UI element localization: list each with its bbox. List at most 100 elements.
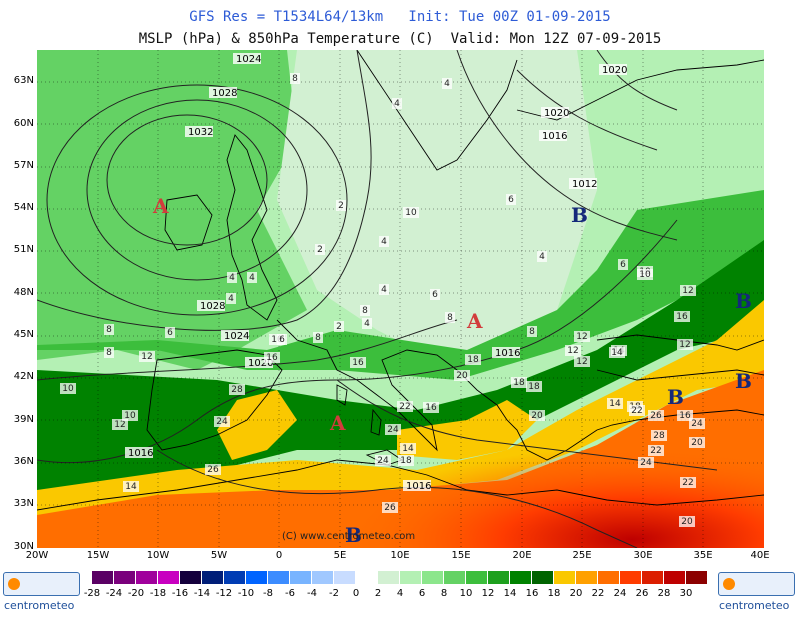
temperature-label: 14 bbox=[400, 443, 416, 454]
svg-text:4: 4 bbox=[229, 273, 235, 283]
legend-swatch bbox=[180, 571, 202, 584]
legend-swatch bbox=[246, 571, 268, 584]
svg-text:24: 24 bbox=[691, 419, 703, 429]
temperature-label: 26 bbox=[648, 410, 664, 421]
svg-text:8: 8 bbox=[447, 313, 453, 323]
temperature-label: 20 bbox=[679, 516, 695, 527]
longitude-label: 20E bbox=[512, 550, 532, 561]
svg-text:6: 6 bbox=[167, 328, 173, 338]
latitude-label: 42N bbox=[13, 371, 34, 382]
temperature-label: 4 bbox=[379, 236, 389, 247]
svg-text:16: 16 bbox=[676, 312, 688, 322]
isobar-label: 1028 bbox=[212, 88, 237, 99]
temperature-label: 10 bbox=[60, 383, 76, 394]
svg-text:14: 14 bbox=[125, 482, 137, 492]
temperature-label: 24 bbox=[375, 455, 391, 466]
legend-swatch bbox=[510, 571, 532, 584]
legend-swatch bbox=[444, 571, 466, 584]
svg-text:20: 20 bbox=[681, 517, 693, 527]
svg-text:14: 14 bbox=[611, 348, 623, 358]
svg-text:4: 4 bbox=[444, 79, 450, 89]
svg-text:28: 28 bbox=[653, 431, 665, 441]
low-pressure-marker: B bbox=[345, 523, 362, 547]
logo-icon bbox=[723, 578, 735, 590]
temperature-label: 6 bbox=[430, 289, 440, 300]
temperature-label: 16 bbox=[674, 311, 690, 322]
temperature-label: 4 bbox=[227, 272, 237, 283]
temperature-label: 4 bbox=[379, 284, 389, 295]
longitude-label: 35E bbox=[693, 550, 713, 561]
longitude-label: 25E bbox=[572, 550, 592, 561]
svg-text:12: 12 bbox=[567, 346, 578, 356]
temperature-label: 8 bbox=[360, 305, 370, 316]
temperature-label: 10 bbox=[637, 269, 653, 280]
legend-tick-label: -10 bbox=[237, 588, 255, 599]
svg-text:2: 2 bbox=[317, 245, 323, 255]
temperature-band-hot bbox=[237, 380, 764, 548]
svg-text:8: 8 bbox=[529, 327, 535, 337]
legend-tick-label: 18 bbox=[547, 588, 561, 599]
temperature-label: 20 bbox=[454, 370, 470, 381]
latitude-label: 57N bbox=[13, 160, 34, 171]
legend-swatch bbox=[488, 571, 510, 584]
svg-text:14: 14 bbox=[402, 444, 414, 454]
svg-text:26: 26 bbox=[650, 411, 662, 421]
low-pressure-marker: B bbox=[571, 203, 588, 227]
temperature-label: 8 bbox=[290, 73, 300, 84]
temperature-label: 4 bbox=[226, 293, 236, 304]
svg-text:14: 14 bbox=[609, 399, 621, 409]
high-pressure-marker: A bbox=[329, 411, 346, 435]
svg-text:26: 26 bbox=[384, 503, 396, 513]
latitude-label: 30N bbox=[13, 541, 34, 552]
temperature-label: 10 bbox=[403, 207, 419, 218]
latitude-label: 39N bbox=[13, 414, 34, 425]
logo-text: centrometeo bbox=[719, 599, 790, 612]
svg-text:12: 12 bbox=[141, 352, 152, 362]
isobar-label: 1020 bbox=[248, 358, 273, 369]
map-subtitle: MSLP (hPa) & 850hPa Temperature (C) Vali… bbox=[138, 31, 662, 47]
svg-text:20: 20 bbox=[691, 438, 703, 448]
svg-text:16: 16 bbox=[266, 353, 278, 363]
svg-text:8: 8 bbox=[315, 333, 321, 343]
temperature-label: 2 bbox=[334, 321, 344, 332]
legend-swatch bbox=[202, 571, 224, 584]
longitude-label: 20W bbox=[25, 550, 49, 561]
temperature-label: 16 bbox=[350, 357, 366, 368]
svg-text:12: 12 bbox=[679, 340, 690, 350]
temperature-label: 14 bbox=[609, 347, 625, 358]
legend-tick-label: 8 bbox=[440, 588, 448, 599]
legend-swatch bbox=[686, 571, 708, 584]
legend-swatch bbox=[136, 571, 158, 584]
temperature-label: 18 bbox=[511, 377, 527, 388]
temperature-label: 12 bbox=[677, 339, 693, 350]
svg-text:18: 18 bbox=[400, 456, 412, 466]
legend-swatch bbox=[598, 571, 620, 584]
isobar-label: 1016 bbox=[495, 348, 520, 359]
legend-tick-label: 14 bbox=[503, 588, 517, 599]
svg-text:22: 22 bbox=[650, 446, 661, 456]
high-pressure-marker: A bbox=[466, 309, 483, 333]
svg-text:10: 10 bbox=[124, 411, 136, 421]
legend-tick-label: -24 bbox=[105, 588, 123, 599]
legend-tick-label: -6 bbox=[285, 588, 295, 599]
legend-tick-label: 24 bbox=[613, 588, 627, 599]
temperature-label: 24 bbox=[385, 424, 401, 435]
legend-swatch bbox=[334, 571, 356, 584]
longitude-label: 5E bbox=[333, 550, 347, 561]
longitude-label: 30E bbox=[633, 550, 653, 561]
longitude-label: 5W bbox=[210, 550, 228, 561]
svg-text:4: 4 bbox=[381, 237, 387, 247]
temperature-label: 26 bbox=[205, 464, 221, 475]
centrometeo-logo-right: centrometeo bbox=[718, 572, 795, 612]
temperature-label: 2 bbox=[315, 244, 325, 255]
svg-text:2: 2 bbox=[338, 201, 344, 211]
temperature-label: 26 bbox=[382, 502, 398, 513]
legend-tick-label: 2 bbox=[374, 588, 382, 599]
svg-text:22: 22 bbox=[682, 478, 693, 488]
centrometeo-logo-left: centrometeo bbox=[3, 572, 80, 612]
legend-swatch bbox=[532, 571, 554, 584]
coastlines bbox=[37, 50, 764, 511]
latitude-label: 51N bbox=[13, 244, 34, 255]
isobar-label: 1020 bbox=[544, 108, 569, 119]
longitude-label: 10W bbox=[146, 550, 170, 561]
